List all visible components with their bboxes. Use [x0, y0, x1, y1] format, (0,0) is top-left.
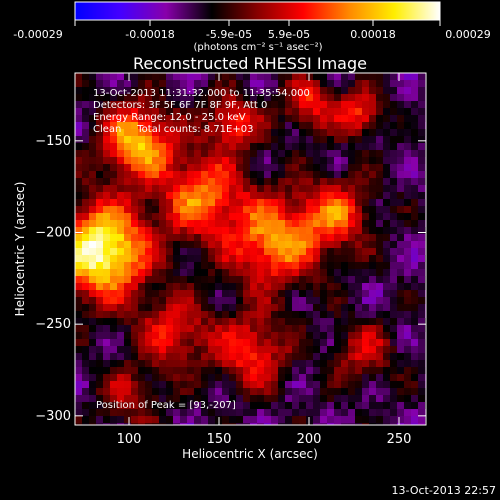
y-tick-label: −200 — [35, 226, 71, 241]
colorbar-tick-label: -0.00018 — [125, 28, 174, 41]
colorbar-tick-label: 5.9e-05 — [268, 28, 310, 41]
annotations: 13-Oct-2013 11:31:32.000 to 11:35:54.000… — [93, 88, 310, 411]
colorbar-gradient — [74, 1, 441, 21]
plot-frame — [74, 72, 427, 426]
colorbar: -0.00029 -0.00018 -5.9e-05 5.9e-05 0.000… — [13, 1, 491, 53]
colorbar-tick-label: 0.00029 — [445, 28, 491, 41]
chart-title: Reconstructed RHESSI Image — [133, 54, 367, 73]
x-axis-label: Heliocentric X (arcsec) — [182, 447, 318, 461]
x-tick-label: 150 — [207, 432, 232, 447]
colorbar-tick-label: -0.00029 — [13, 28, 62, 41]
colorbar-tick-label: 0.00018 — [350, 28, 396, 41]
x-tick-label: 250 — [387, 432, 412, 447]
y-tick-label: −150 — [35, 134, 71, 149]
footer-timestamp: 13-Oct-2013 22:57 — [392, 484, 496, 497]
y-tick-label: −250 — [35, 317, 71, 332]
x-axis: 100 150 200 250 — [117, 73, 412, 447]
heatmap-image — [75, 73, 426, 425]
annotation-detectors: Detectors: 3F 5F 6F 7F 8F 9F, Att 0 — [93, 100, 267, 111]
peak-position-label: Position of Peak = [93,-207] — [96, 400, 236, 411]
annotation-energy: Energy Range: 12.0 - 25.0 keV — [93, 112, 246, 123]
y-axis-label: Heliocentric Y (arcsec) — [13, 182, 27, 317]
colorbar-units: (photons cm⁻² s⁻¹ asec⁻²) — [193, 42, 322, 53]
x-tick-label: 100 — [117, 432, 142, 447]
annotation-time: 13-Oct-2013 11:31:32.000 to 11:35:54.000 — [93, 88, 310, 99]
colorbar-tick-label: -5.9e-05 — [206, 28, 252, 41]
y-tick-label: −300 — [35, 409, 71, 424]
x-tick-label: 200 — [297, 432, 322, 447]
y-axis: −300 −250 −200 −150 — [35, 134, 426, 424]
annotation-clean: Clean Total counts: 8.71E+03 — [93, 124, 253, 135]
colorbar-ticks — [74, 20, 441, 26]
